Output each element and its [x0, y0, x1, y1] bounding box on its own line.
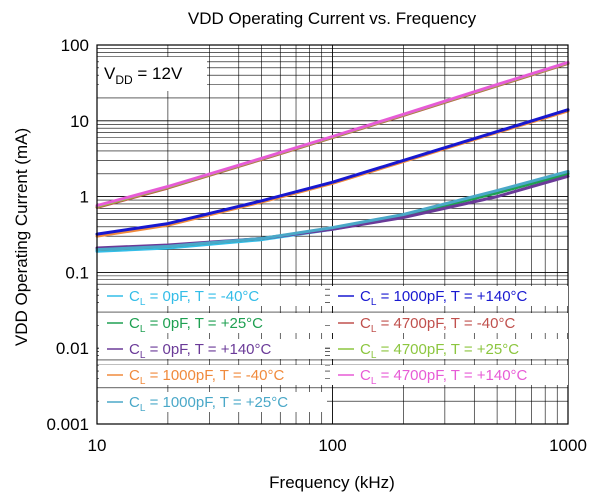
legend-item-bg: [99, 392, 327, 412]
tick-labels: 10 100 1000 0.001 0.01 0.1 1 10 100: [46, 36, 586, 455]
legend-item-bg: [330, 339, 568, 359]
legend-item-bg: [99, 313, 325, 333]
x-tick-label: 10: [88, 436, 107, 455]
vdd-main: V: [104, 64, 116, 83]
y-tick-label: 0.01: [56, 339, 89, 358]
legend-label: CL = 1000pF, T = +140°C: [360, 288, 528, 308]
vdd-rest: = 12V: [133, 64, 183, 83]
legend-item-bg: [99, 339, 325, 359]
legend: CL = 0pF, T = -40°C CL = 0pF, T = +25°C CL…: [99, 286, 568, 414]
legend-label: CL = 4700pF, T = +25°C: [360, 341, 519, 361]
series-line: [95, 108, 570, 236]
legend-item-bg: [99, 365, 325, 385]
legend-label: CL = 0pF, T = +25°C: [129, 315, 263, 335]
legend-item-bg: [330, 365, 568, 385]
y-tick-label: 100: [61, 36, 89, 55]
x-axis-label: Frequency (kHz): [269, 473, 395, 492]
legend-label: CL = 0pF, T = +140°C: [129, 341, 272, 361]
vdd-annotation-text: VDD = 12V: [104, 64, 183, 87]
series-line: [95, 60, 570, 208]
x-tick-label: 1000: [549, 436, 587, 455]
plot-border: [96, 44, 569, 425]
legend-label: CL = 0pF, T = -40°C: [129, 288, 259, 308]
y-tick-label: 10: [70, 112, 89, 131]
y-tick-label: 0.001: [46, 415, 89, 434]
legend-label: CL = 1000pF, T = +25°C: [129, 394, 288, 414]
y-axis-label: VDD Operating Current (mA): [12, 128, 31, 346]
y-tick-label: 1: [80, 188, 89, 207]
legend-item-bg: [99, 286, 325, 306]
y-tick-label: 0.1: [65, 263, 89, 282]
series-lines: [95, 60, 570, 253]
vdd-annotation: VDD = 12V: [99, 57, 207, 91]
x-tick-label: 100: [318, 436, 346, 455]
legend-label: CL = 4700pF, T = +140°C: [360, 367, 528, 387]
vdd-annotation-box: [99, 57, 207, 91]
chart-title: VDD Operating Current vs. Frequency: [188, 9, 477, 28]
vdd-sub: DD: [115, 73, 133, 87]
series-line: [95, 169, 570, 252]
legend-label: CL = 4700pF, T = -40°C: [360, 315, 515, 335]
legend-item-bg: [330, 313, 568, 333]
legend-label: CL = 1000pF, T = -40°C: [129, 367, 284, 387]
legend-item-bg: [330, 286, 568, 306]
